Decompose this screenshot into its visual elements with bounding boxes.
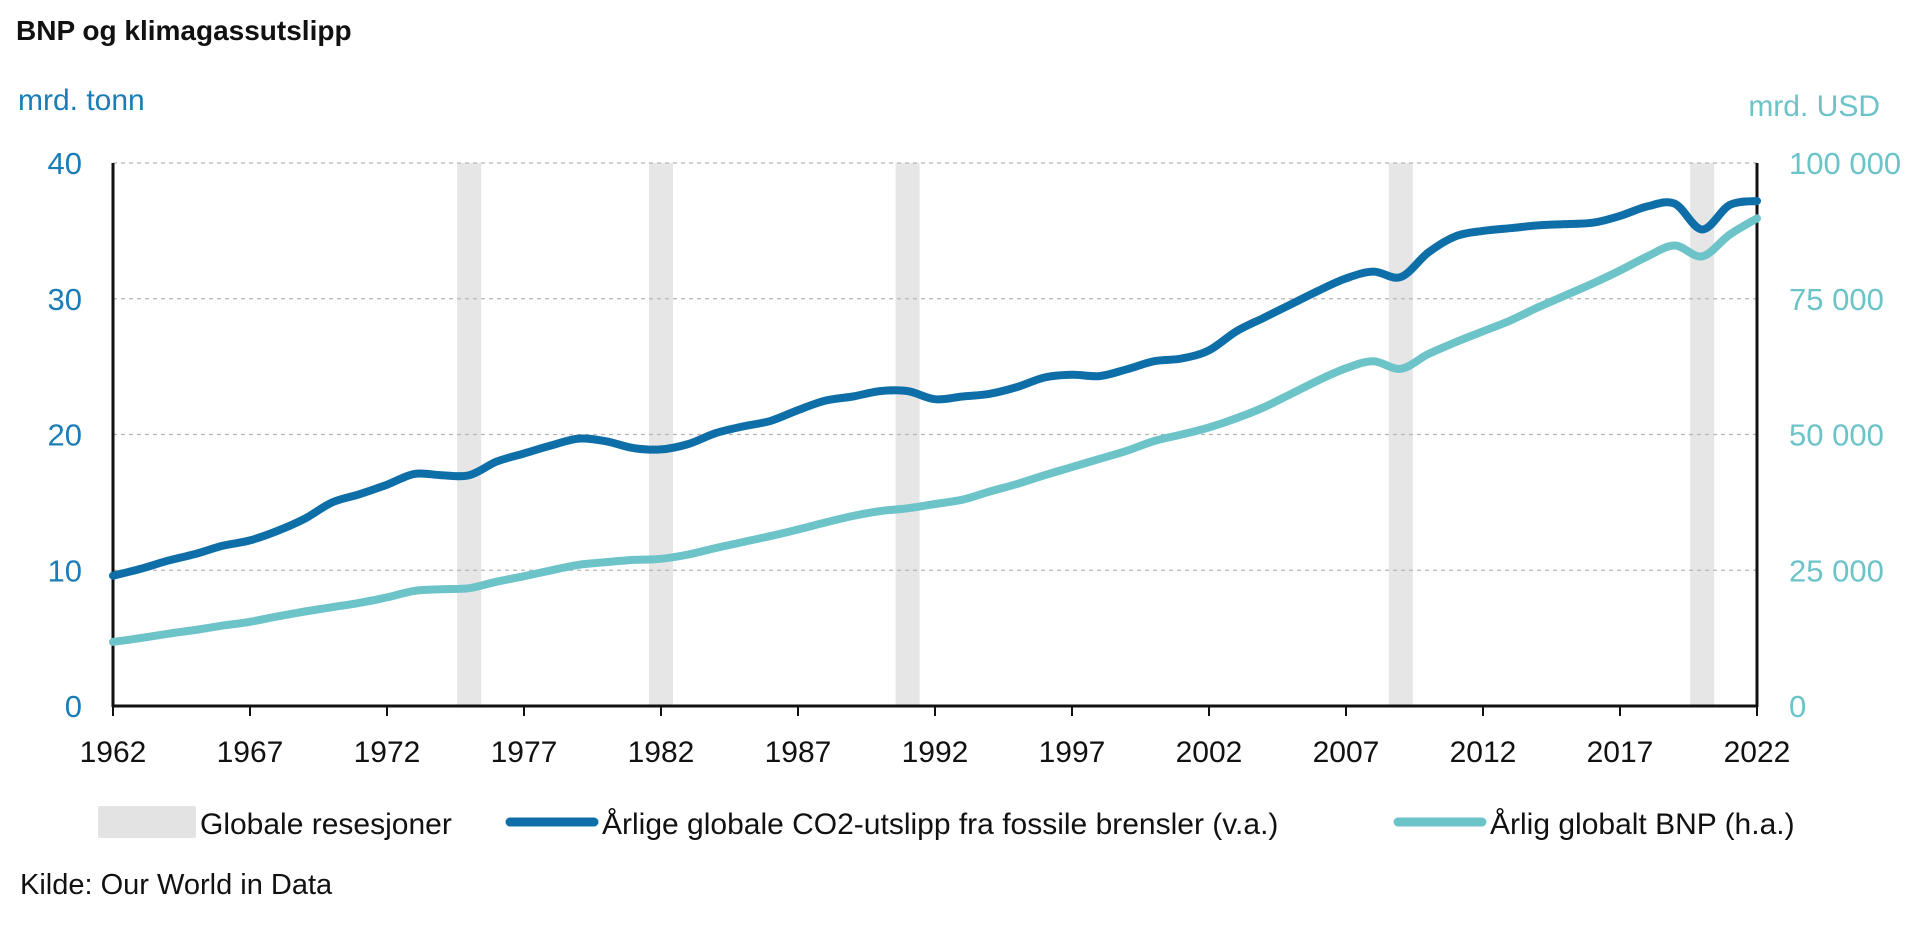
right-tick-label: 100 000 [1789, 146, 1901, 181]
legend-co2-label: Årlige globale CO2-utslipp fra fossile b… [602, 808, 1278, 841]
recession-band-1975 [457, 163, 482, 706]
x-tick-label: 1997 [1039, 736, 1106, 769]
axes [111, 163, 1759, 716]
x-tick-label: 2022 [1724, 736, 1791, 769]
x-tick-label: 1987 [765, 736, 832, 769]
left-tick-label: 30 [48, 282, 82, 317]
x-tick-label: 1982 [628, 736, 695, 769]
x-tick-label: 1977 [491, 736, 558, 769]
legend-recession-swatch [98, 806, 196, 838]
legend-bnp-label: Årlig globalt BNP (h.a.) [1490, 808, 1795, 841]
right-tick-label: 75 000 [1789, 282, 1884, 317]
legend: Globale resesjoner Årlige globale CO2-ut… [98, 806, 1795, 841]
chart-title: BNP og klimagassutslipp [16, 15, 352, 46]
right-axis-label: mrd. USD [1748, 90, 1880, 123]
x-tick-label: 2007 [1313, 736, 1380, 769]
series-line-bnp [109, 214, 1761, 646]
right-tick-label: 25 000 [1789, 553, 1884, 588]
x-tick-label: 1992 [902, 736, 969, 769]
x-tick-label: 1972 [354, 736, 421, 769]
series-lines [109, 197, 1761, 646]
left-tick-label: 40 [48, 146, 82, 181]
right-tick-label: 50 000 [1789, 418, 1884, 453]
x-tick-label: 2012 [1450, 736, 1517, 769]
left-axis-label: mrd. tonn [18, 84, 145, 117]
tick-labels: 0 10 20 30 40 0 25 000 50 000 75 000 100 000 1962 1… [48, 146, 1902, 769]
left-tick-label: 20 [48, 418, 82, 453]
left-tick-label: 10 [48, 553, 82, 588]
source-text: Kilde: Our World in Data [20, 869, 333, 901]
right-tick-label: 0 [1789, 689, 1806, 724]
x-tick-label: 1967 [217, 736, 284, 769]
recession-band-2020 [1690, 163, 1715, 706]
legend-recession-label: Globale resesjoner [200, 808, 452, 841]
recession-bands [457, 163, 1715, 706]
grid-lines [113, 162, 1757, 571]
left-tick-label: 0 [65, 689, 82, 724]
x-tick-label: 1962 [80, 736, 147, 769]
recession-band-2009 [1388, 163, 1413, 706]
x-tick-label: 2017 [1587, 736, 1654, 769]
series-line-co2 [109, 197, 1761, 580]
x-tick-label: 2002 [1176, 736, 1243, 769]
